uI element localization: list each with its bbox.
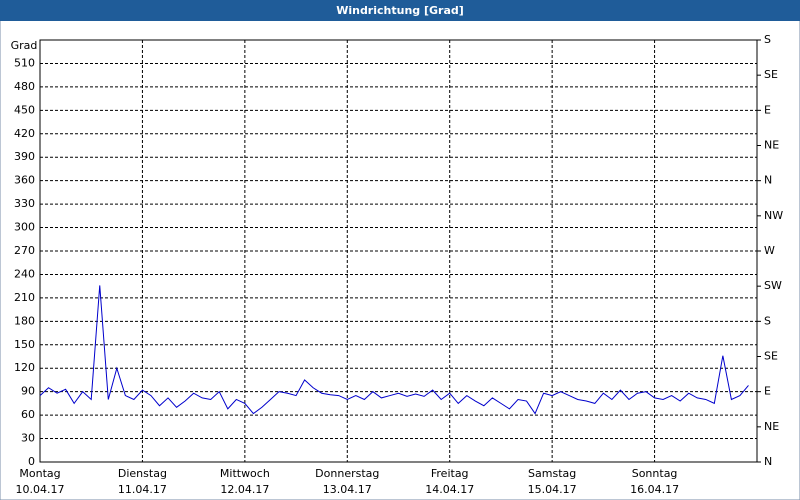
y2-tick-label: NE (764, 420, 779, 433)
title-bar (0, 0, 800, 21)
x-tick-label: Mittwoch (220, 467, 270, 480)
y-tick-label: 390 (14, 150, 35, 163)
y-tick-label: 300 (14, 221, 35, 234)
x-tick-label: Freitag (431, 467, 469, 480)
y2-tick-label: SW (764, 279, 782, 292)
y-tick-label: 360 (14, 174, 35, 187)
y2-tick-label: N (764, 455, 772, 468)
x-tick-label: Samstag (528, 467, 576, 480)
y-tick-label: 150 (14, 338, 35, 351)
x-tick-label: Montag (19, 467, 60, 480)
y2-tick-label: W (764, 244, 775, 257)
y2-tick-label: SE (764, 350, 778, 363)
y2-tick-label: E (764, 385, 771, 398)
y-tick-label: 420 (14, 127, 35, 140)
y-axis-label: Grad (11, 39, 38, 52)
y-tick-label: 510 (14, 56, 35, 69)
y-tick-label: 330 (14, 197, 35, 210)
y-tick-label: 180 (14, 314, 35, 327)
y-tick-label: 30 (21, 432, 35, 445)
x-tick-date: 11.04.17 (118, 483, 167, 496)
x-tick-label: Dienstag (118, 467, 167, 480)
x-tick-date: 16.04.17 (630, 483, 679, 496)
x-tick-date: 12.04.17 (220, 483, 269, 496)
y2-tick-label: SE (764, 68, 778, 81)
x-tick-date: 14.04.17 (425, 483, 474, 496)
y2-tick-label: S (764, 33, 771, 46)
y-tick-label: 270 (14, 244, 35, 257)
x-tick-date: 15.04.17 (528, 483, 577, 496)
y-tick-label: 120 (14, 361, 35, 374)
y2-tick-label: N (764, 174, 772, 187)
y-tick-label: 480 (14, 80, 35, 93)
x-tick-label: Sonntag (632, 467, 678, 480)
y-tick-label: 90 (21, 385, 35, 398)
x-tick-label: Donnerstag (315, 467, 379, 480)
y-tick-label: 60 (21, 408, 35, 421)
y2-tick-label: NE (764, 139, 779, 152)
y2-tick-label: NW (764, 209, 783, 222)
y-tick-label: 0 (28, 455, 35, 468)
y-tick-label: 210 (14, 291, 35, 304)
x-tick-date: 10.04.17 (16, 483, 65, 496)
plot-frame (39, 39, 758, 463)
y-tick-label: 240 (14, 267, 35, 280)
data-line (39, 285, 749, 415)
y-tick-label: 450 (14, 103, 35, 116)
x-tick-date: 13.04.17 (323, 483, 372, 496)
y2-tick-label: S (764, 314, 771, 327)
y2-tick-label: E (764, 103, 771, 116)
chart-title: Windrichtung [Grad] (336, 4, 464, 17)
